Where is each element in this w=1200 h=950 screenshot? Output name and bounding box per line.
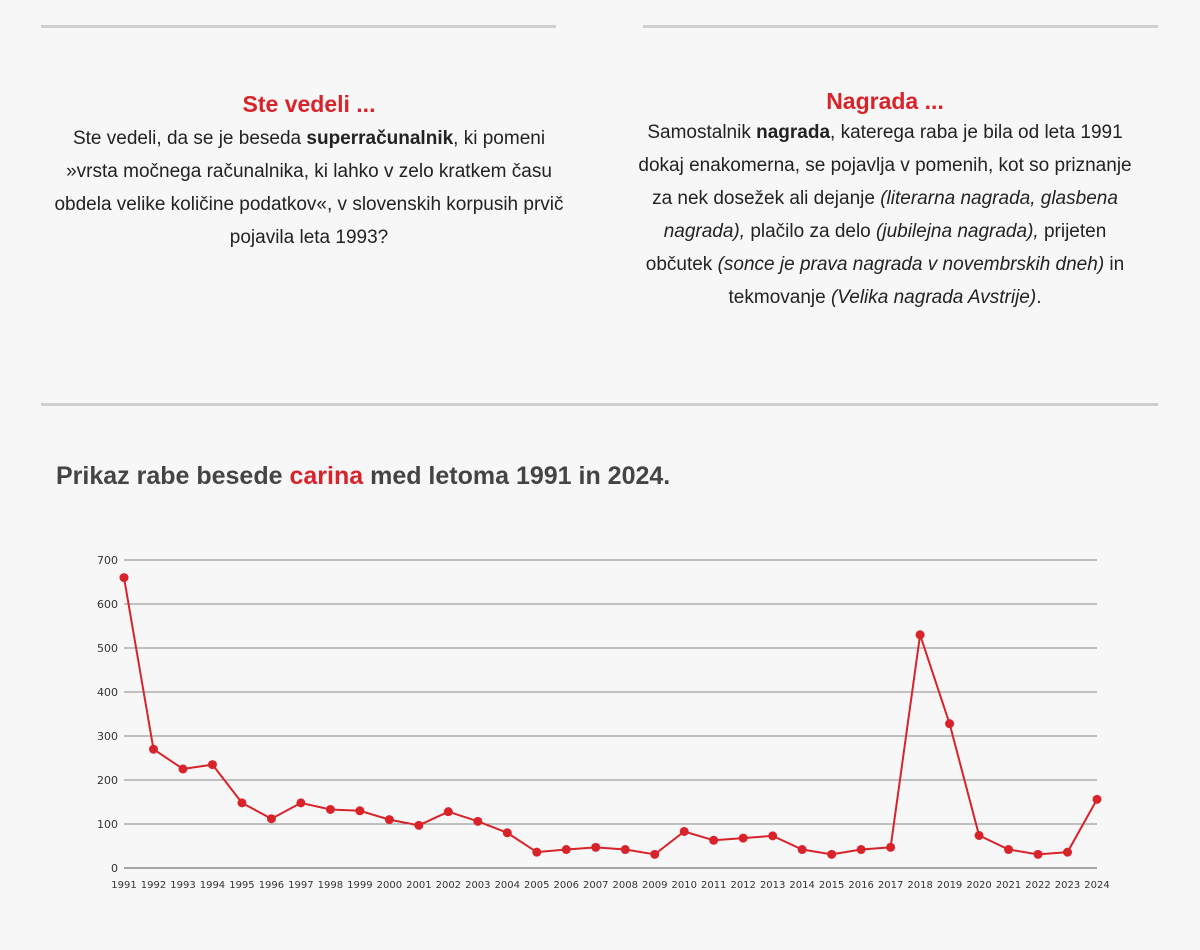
x-tick-label: 1996 <box>259 880 284 891</box>
x-tick-label: 1995 <box>229 880 254 891</box>
data-point-2014 <box>797 845 807 855</box>
y-tick-label: 0 <box>111 862 118 875</box>
data-point-2020 <box>974 830 984 840</box>
data-point-2012 <box>738 833 748 843</box>
y-tick-label: 200 <box>97 774 118 787</box>
middle-rule <box>41 403 1158 406</box>
data-point-2011 <box>709 835 719 845</box>
data-point-2015 <box>827 849 837 859</box>
x-tick-label: 2023 <box>1055 880 1080 891</box>
data-point-1991 <box>119 573 129 583</box>
data-point-2007 <box>591 842 601 852</box>
top-rule-right <box>643 25 1158 28</box>
y-tick-label: 700 <box>97 554 118 567</box>
fact-card-right-text: Samostalnik nagrada, katerega raba je bi… <box>638 122 1132 308</box>
x-tick-label: 2002 <box>436 880 461 891</box>
x-tick-label: 2020 <box>966 880 991 891</box>
highlighted-word: carina <box>289 462 364 490</box>
data-point-2023 <box>1063 847 1073 857</box>
y-tick-label: 100 <box>97 818 118 831</box>
data-point-2009 <box>650 849 660 859</box>
data-point-1999 <box>355 806 365 816</box>
fact-card-left-text: Ste vedeli, da se je beseda superračunal… <box>54 128 564 248</box>
x-tick-label: 1997 <box>288 880 313 891</box>
y-tick-label: 300 <box>97 730 118 743</box>
data-point-2016 <box>856 845 866 855</box>
data-point-2000 <box>384 815 394 825</box>
x-tick-label: 2005 <box>524 880 549 891</box>
data-point-2008 <box>620 845 630 855</box>
data-point-1994 <box>207 760 217 770</box>
x-tick-label: 1993 <box>170 880 195 891</box>
x-tick-label: 2011 <box>701 880 726 891</box>
x-tick-label: 2007 <box>583 880 608 891</box>
top-rule-left <box>41 25 556 28</box>
series-line-carina <box>123 577 1098 856</box>
y-tick-label: 600 <box>97 598 118 611</box>
fact-card-right: Nagrada ... Samostalnik nagrada, katereg… <box>638 86 1132 314</box>
x-tick-label: 2001 <box>406 880 431 891</box>
data-point-1998 <box>325 804 335 814</box>
data-point-1997 <box>296 798 306 808</box>
data-point-2017 <box>886 842 896 852</box>
data-point-2018 <box>915 630 925 640</box>
x-tick-label: 2006 <box>554 880 579 891</box>
data-point-2013 <box>768 831 778 841</box>
data-point-2010 <box>679 826 689 836</box>
data-point-2021 <box>1004 845 1014 855</box>
data-point-2019 <box>945 719 955 729</box>
x-tick-label: 1992 <box>141 880 166 891</box>
x-tick-label: 2015 <box>819 880 844 891</box>
fact-card-right-title: Nagrada ... <box>826 88 944 114</box>
x-tick-label: 2016 <box>848 880 873 891</box>
chart-heading: Prikaz rabe besede carina med letoma 199… <box>56 462 671 490</box>
x-tick-label: 2019 <box>937 880 962 891</box>
line-chart: 0 100 200 300 400 500 600 700 1991 1992 1993 1994 19… <box>97 554 1110 891</box>
x-tick-label: 2021 <box>996 880 1021 891</box>
data-point-2002 <box>443 807 453 817</box>
y-tick-label: 500 <box>97 642 118 655</box>
data-point-1995 <box>237 798 247 808</box>
fact-card-left-title: Ste vedeli ... <box>242 91 376 117</box>
x-tick-label: 2008 <box>613 880 638 891</box>
x-tick-label: 2003 <box>465 880 490 891</box>
data-point-1992 <box>148 744 158 754</box>
x-tick-label: 2024 <box>1084 880 1109 891</box>
x-tick-label: 2018 <box>907 880 932 891</box>
data-point-2001 <box>414 820 424 830</box>
x-tick-label: 2009 <box>642 880 667 891</box>
x-tick-label: 1994 <box>200 880 225 891</box>
x-tick-label: 2012 <box>730 880 755 891</box>
data-point-2006 <box>561 845 571 855</box>
y-tick-label: 400 <box>97 686 118 699</box>
data-point-2003 <box>473 816 483 826</box>
x-tick-label: 2017 <box>878 880 903 891</box>
data-point-2005 <box>532 847 542 857</box>
x-tick-label: 2010 <box>671 880 696 891</box>
x-tick-label: 2013 <box>760 880 785 891</box>
x-tick-label: 2022 <box>1025 880 1050 891</box>
x-tick-label: 2000 <box>377 880 402 891</box>
x-tick-label: 2004 <box>495 880 520 891</box>
data-point-2022 <box>1033 849 1043 859</box>
data-point-2004 <box>502 828 512 838</box>
x-tick-label: 1998 <box>318 880 343 891</box>
x-tick-label: 1999 <box>347 880 372 891</box>
fact-card-left: Ste vedeli ... Ste vedeli, da se je bese… <box>48 89 570 254</box>
x-tick-label: 1991 <box>111 880 136 891</box>
data-point-1993 <box>178 764 188 774</box>
data-point-2024 <box>1092 794 1102 804</box>
data-point-1996 <box>266 814 276 824</box>
x-tick-label: 2014 <box>789 880 814 891</box>
